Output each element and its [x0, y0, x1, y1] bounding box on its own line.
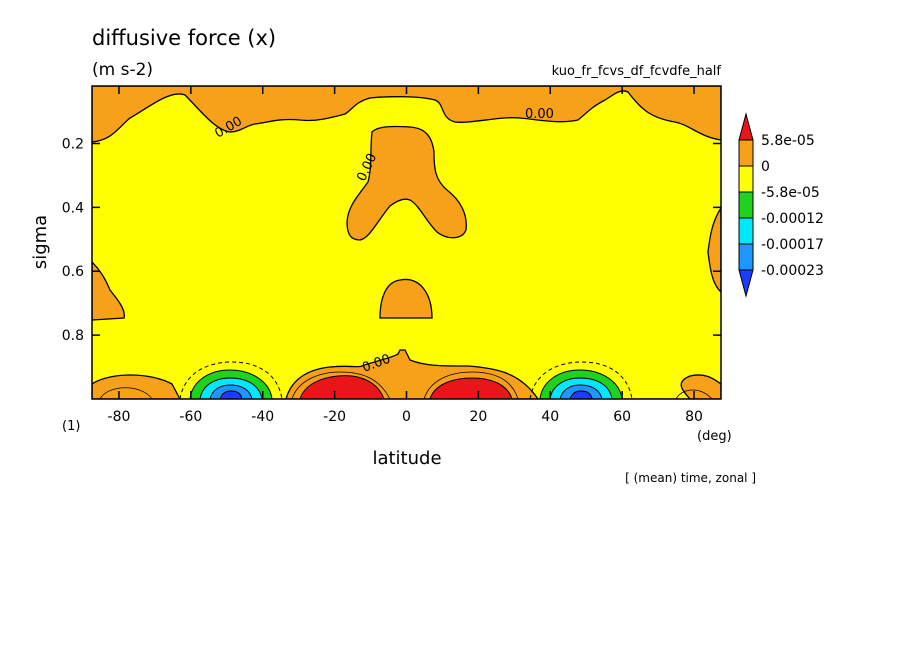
top-band-region — [92, 86, 721, 143]
y-tick-label: 0.6 — [62, 264, 84, 280]
thin-contours — [99, 371, 713, 399]
colorbar-level-label: -0.00012 — [761, 211, 824, 227]
negative-core-north — [539, 369, 623, 399]
colorbar-bottom-arrow — [738, 269, 754, 298]
colorbar-level-label: -0.00017 — [761, 237, 824, 253]
dataset-name: kuo_fr_fcvs_df_fcvdfe_half — [552, 64, 722, 79]
y-tick-label: 0.4 — [62, 200, 84, 216]
colorbar-segment — [738, 217, 754, 245]
positive-core-north — [429, 377, 513, 399]
positive-core-south — [299, 375, 385, 399]
colorbar-level-label: 0 — [761, 159, 770, 175]
deep-blue-core-south — [219, 390, 243, 399]
x-tick-label: 40 — [541, 409, 559, 425]
y-axis-ticks: 0.2 0.4 0.6 0.8 — [62, 136, 721, 344]
colorbar — [738, 112, 754, 298]
positive-cores — [299, 375, 513, 399]
thin-contour-4 — [675, 389, 713, 399]
x-tick-label: -20 — [323, 409, 346, 425]
plot-area: 0.00 0.000.000.00 — [92, 86, 721, 399]
chart-title: diffusive force (x) — [92, 26, 276, 50]
colorbar-segment — [738, 139, 754, 167]
thin-contour-2 — [291, 371, 391, 399]
x-tick-label: 60 — [613, 409, 631, 425]
x-tick-label: 20 — [469, 409, 487, 425]
y-tick-label: 0.8 — [62, 328, 84, 344]
footer-note: [ (mean) time, zonal ] — [625, 471, 756, 485]
x-axis-label: latitude — [372, 448, 441, 469]
y-tick-label: 0.2 — [62, 136, 84, 152]
x-tick-label: -40 — [251, 409, 274, 425]
center-plume-region — [346, 125, 467, 241]
contour-label: 0.00 — [525, 107, 554, 122]
negative-core-south — [189, 369, 273, 399]
colorbar-segment — [738, 243, 754, 271]
x-tick-label: -80 — [108, 409, 131, 425]
x-tick-label: -60 — [179, 409, 202, 425]
thin-contour-1 — [99, 387, 153, 399]
colorbar-level-label: -0.00023 — [761, 263, 824, 279]
colorbar-labels: 5.8e-05 0 -5.8e-05 -0.00012 -0.00017 -0.00023 — [761, 133, 824, 279]
x-axis-unit: (deg) — [697, 429, 732, 444]
colorbar-segment — [738, 165, 754, 193]
colorbar-level-label: 5.8e-05 — [761, 133, 815, 149]
x-axis-ticks: -80 -60 -40 -20 0 20 40 60 80 — [108, 86, 703, 425]
x-tick-label: 80 — [685, 409, 703, 425]
chart-units: (m s-2) — [92, 60, 153, 80]
panel-label: (1) — [62, 419, 80, 434]
colorbar-segment — [738, 191, 754, 219]
colorbar-top-arrow — [738, 112, 754, 141]
colorbar-level-label: -5.8e-05 — [761, 185, 820, 201]
center-bubble-region — [379, 278, 433, 319]
thin-contour-3 — [423, 371, 519, 399]
x-tick-label: 0 — [402, 409, 411, 425]
y-axis-label: sigma — [30, 215, 51, 269]
deep-blue-core-north — [569, 390, 593, 399]
